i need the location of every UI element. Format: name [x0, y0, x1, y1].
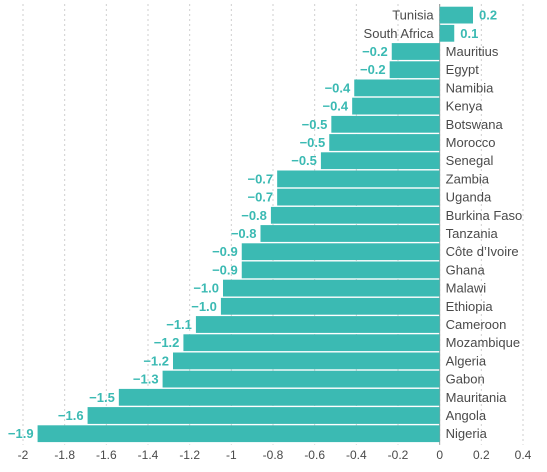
category-label: Egypt: [446, 62, 480, 77]
bar: [241, 261, 440, 279]
x-tick-label: -2: [18, 448, 29, 462]
category-label: Mauritania: [446, 390, 507, 405]
data-label: −0.9: [212, 244, 238, 259]
category-label: Ethiopia: [446, 299, 494, 314]
label-layer: Tunisia 0.2 South Africa 0.1 Mauritius −0.2 Eg…: [8, 8, 522, 442]
bar: [277, 170, 440, 188]
data-label: −1.2: [154, 335, 180, 350]
bar: [439, 6, 473, 24]
category-label: Tanzania: [446, 226, 499, 241]
category-label: Tunisia: [392, 8, 434, 23]
data-label: −0.9: [212, 262, 238, 277]
x-tick-label: -1.4: [138, 448, 159, 462]
bar: [260, 225, 440, 242]
category-label: Gabon: [446, 372, 485, 387]
x-tick-label: -0.6: [304, 448, 325, 462]
category-label: Senegal: [446, 153, 494, 168]
data-label: 0.2: [479, 8, 497, 23]
bar: [173, 352, 440, 370]
x-tick-label: -1.2: [179, 448, 200, 462]
data-label: 0.1: [460, 26, 478, 41]
bar: [183, 334, 440, 352]
x-tick-label: -0.2: [388, 448, 409, 462]
data-label: −0.4: [322, 99, 348, 114]
data-label: −0.5: [291, 153, 317, 168]
category-label: Namibia: [446, 80, 494, 95]
category-label: Zambia: [446, 171, 490, 186]
category-label: Angola: [446, 408, 487, 423]
x-tick-label: 0.4: [515, 448, 532, 462]
data-label: −1.9: [8, 426, 34, 441]
category-label: Morocco: [446, 135, 496, 150]
data-label: −0.2: [360, 62, 386, 77]
x-tick-label: -1.8: [54, 448, 75, 462]
bar: [162, 370, 440, 388]
category-label: Algeria: [446, 353, 487, 368]
bar: [220, 297, 440, 315]
category-label: Mauritius: [446, 44, 499, 59]
bar: [195, 316, 440, 333]
x-tick-label: -0.8: [263, 448, 284, 462]
bar: [241, 243, 440, 261]
category-label: Mozambique: [446, 335, 520, 350]
data-label: −0.2: [362, 44, 388, 59]
bar: [391, 43, 440, 60]
category-label: Malawi: [446, 281, 487, 296]
bar: [270, 206, 440, 224]
data-label: −1.1: [166, 317, 192, 332]
data-label: −1.0: [191, 299, 217, 314]
data-label: −1.0: [193, 281, 219, 296]
data-label: −0.5: [300, 135, 326, 150]
x-tick-label: 0.2: [473, 448, 490, 462]
x-tick-label: -0.4: [346, 448, 367, 462]
bar: [87, 407, 440, 424]
category-label: Nigeria: [446, 426, 488, 441]
data-label: −1.3: [133, 372, 159, 387]
x-tick-label: -1: [226, 448, 237, 462]
data-label: −1.5: [89, 390, 115, 405]
bar: [329, 134, 440, 151]
bar: [223, 279, 440, 297]
data-label: −0.7: [247, 190, 273, 205]
x-tick-label: 0: [436, 448, 443, 462]
category-label: Kenya: [446, 99, 484, 114]
data-label: −1.2: [143, 353, 169, 368]
data-label: −0.8: [231, 226, 257, 241]
bar: [320, 152, 440, 170]
data-label: −0.4: [325, 80, 351, 95]
bar: [439, 24, 455, 42]
bar: [354, 79, 440, 97]
bar: [352, 97, 440, 115]
x-axis: -2 -1.8 -1.6 -1.4 -1.2 -1 -0.8 -0.6 -0.4 -0.2 0 0.2…: [18, 448, 532, 462]
category-label: Burkina Faso: [446, 208, 523, 223]
category-label: Ghana: [446, 262, 486, 277]
data-label: −0.8: [241, 208, 267, 223]
bar: [331, 115, 440, 133]
category-label: South Africa: [364, 26, 435, 41]
category-label: Uganda: [446, 190, 492, 205]
category-label: Côte d’Ivoire: [446, 244, 519, 259]
data-label: −0.5: [302, 117, 328, 132]
bar: [277, 188, 440, 206]
bar-layer: [37, 6, 473, 443]
category-label: Cameroon: [446, 317, 507, 332]
x-tick-label: -1.6: [96, 448, 117, 462]
category-label: Botswana: [446, 117, 504, 132]
data-label: −1.6: [58, 408, 84, 423]
data-label: −0.7: [247, 171, 273, 186]
bar: [118, 388, 440, 406]
bar: [389, 61, 440, 79]
bar: [37, 425, 440, 443]
